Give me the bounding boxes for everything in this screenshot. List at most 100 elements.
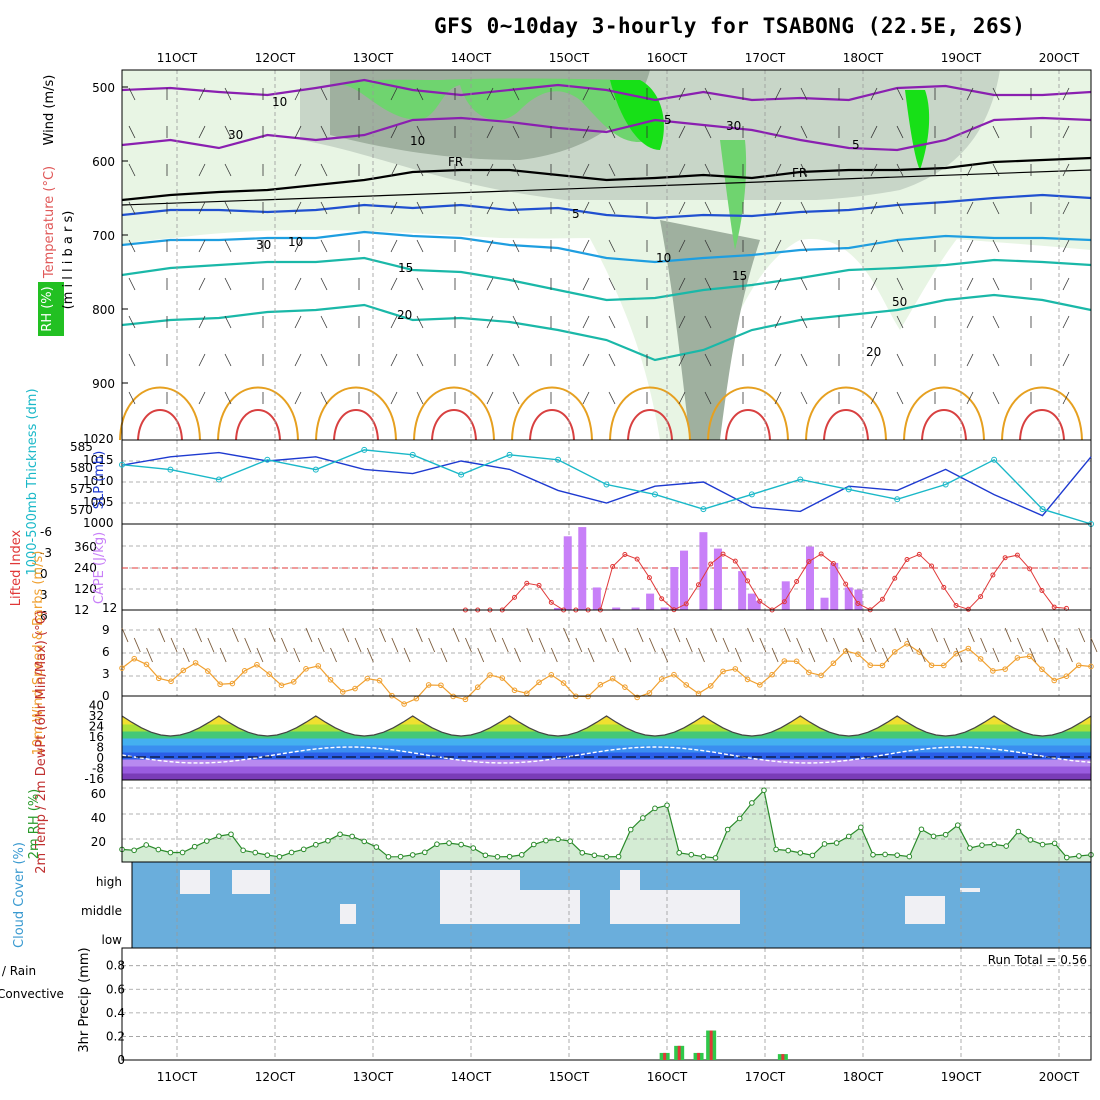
cape-bar — [752, 600, 761, 610]
wind-barb-10m — [722, 637, 730, 653]
temp-band — [122, 717, 1091, 725]
wind-speed-point — [352, 685, 358, 692]
thickness-point — [312, 466, 319, 473]
wind-barb — [966, 277, 974, 291]
date-tick-bottom: 16OCT — [647, 1070, 688, 1084]
rh-tick: 60 — [91, 787, 106, 801]
wind-barb — [224, 315, 232, 329]
wind-barb-10m — [1066, 647, 1073, 663]
wind-barb — [320, 87, 328, 101]
wind-barb — [224, 391, 232, 405]
wind-barb-10m — [133, 637, 141, 653]
temp-band — [122, 731, 1091, 739]
wind-barb — [704, 163, 712, 177]
date-tick-top: 14OCT — [451, 51, 492, 65]
wind-barb — [608, 163, 616, 177]
date-tick-bottom: 12OCT — [255, 1070, 296, 1084]
rh-point — [991, 841, 997, 848]
wind-speed-point — [757, 682, 763, 688]
wind-barb — [992, 391, 1000, 405]
wind-speed-point — [536, 679, 542, 686]
precip-legend-convective: Convective — [0, 987, 64, 1001]
cape-bar — [554, 607, 563, 610]
wind-barb-10m — [501, 637, 509, 653]
temp-bands — [122, 716, 1091, 780]
cape-bar — [631, 607, 640, 610]
lifted-index-point — [548, 599, 554, 605]
wind-barb — [966, 391, 974, 405]
wind-barb — [128, 163, 136, 177]
temp-band — [122, 773, 1091, 780]
wind-barb-10m — [268, 627, 276, 643]
temperature-axis-label: Temperature (°C) — [42, 166, 57, 279]
wind-barb — [512, 239, 520, 253]
wind-speed-point — [646, 690, 653, 696]
cloud-block — [180, 870, 210, 894]
lifted-index-point — [855, 601, 861, 607]
lifted-index-axis-label: Lifted Index — [9, 529, 24, 606]
wind-barb — [224, 239, 232, 253]
wind-barb-10m — [379, 627, 386, 643]
rh-point — [1076, 853, 1082, 859]
wind-barb — [774, 239, 782, 253]
cape-bar — [830, 562, 839, 610]
wind-barb-10m — [1041, 627, 1049, 643]
thickness-axis-label: 1000-500mb Thickness (dm) — [25, 388, 40, 575]
wind-barb-10m — [857, 627, 865, 643]
wind-barb — [198, 353, 206, 367]
lifted-index-point — [524, 580, 530, 586]
lifted-index-point — [536, 582, 542, 588]
rh-tick: 20 — [91, 835, 106, 849]
rh-point — [821, 841, 828, 847]
wind-barb — [198, 315, 206, 329]
wind-barb — [966, 239, 974, 253]
date-tick-top: 15OCT — [549, 51, 590, 65]
cloud-tick: low — [102, 933, 123, 947]
contour-label: 5 — [664, 113, 672, 127]
wind-barb — [390, 87, 398, 101]
wind-barb — [416, 277, 424, 291]
date-tick-bottom: 15OCT — [549, 1070, 590, 1084]
cape-bar — [781, 581, 790, 610]
precip-convective-bar — [781, 1054, 785, 1060]
wind-speed-point — [597, 681, 604, 688]
lifted-index-point — [916, 551, 922, 557]
isotherm-25-arc — [1001, 386, 1083, 441]
thickness-tick: 575 — [70, 482, 93, 496]
wind-barb — [582, 353, 590, 367]
wind-speed-point — [290, 679, 297, 685]
rh-point — [797, 850, 804, 856]
rh-point — [373, 844, 380, 850]
wind-barb — [512, 277, 520, 291]
wind-barb-10m — [158, 627, 166, 643]
rh-point — [397, 853, 404, 860]
lifted-index-point — [879, 596, 885, 602]
wind-barb-10m — [244, 637, 252, 653]
wind-barb-10m — [943, 637, 951, 653]
wind-speed-point — [793, 658, 800, 665]
date-tick-bottom: 14OCT — [451, 1070, 492, 1084]
lifted-index-point — [794, 579, 800, 585]
wind-barb — [390, 239, 398, 253]
rh-point — [349, 833, 355, 840]
wind-barb-10m — [906, 637, 914, 653]
contour-label: 20 — [866, 345, 881, 359]
li-tick: 3 — [40, 588, 48, 602]
thickness-point — [409, 451, 416, 458]
wind-speed-point — [1051, 677, 1058, 684]
temp-band — [122, 766, 1091, 774]
pressure-tick: 700 — [92, 229, 115, 243]
wind-barb — [320, 201, 328, 215]
wind-barb-10m — [575, 637, 583, 653]
wind-barb — [966, 87, 974, 101]
cape-tick: 12 — [74, 603, 89, 617]
lifted-index-point — [708, 561, 714, 567]
pressure-tick: 600 — [92, 155, 115, 169]
wind-speed-point — [855, 651, 861, 657]
wind-speed-point — [425, 682, 432, 688]
wind-barb — [678, 239, 686, 253]
wind-barb — [416, 353, 424, 367]
wind-barb-10m — [1053, 637, 1061, 653]
temp-band — [122, 738, 1091, 746]
isotherm-25-arc — [707, 386, 789, 441]
